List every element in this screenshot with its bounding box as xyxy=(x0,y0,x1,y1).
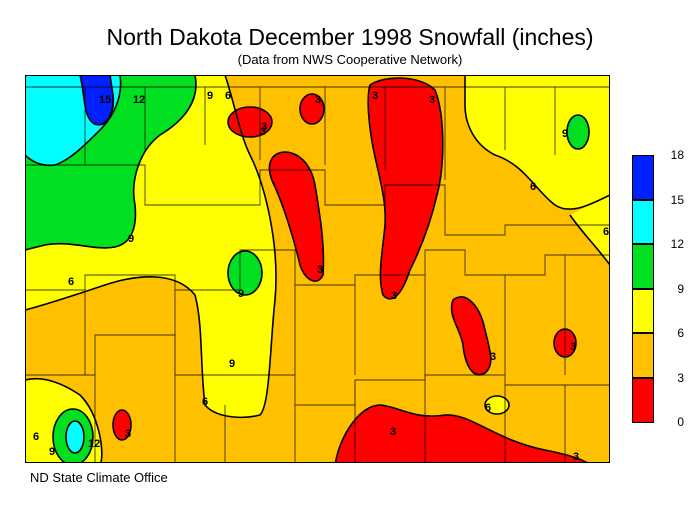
legend-tick-label: 3 xyxy=(677,371,684,385)
map-subtitle: (Data from NWS Cooperative Network) xyxy=(237,52,463,67)
contour-label: 12 xyxy=(88,438,100,450)
contour-lines xyxy=(25,75,610,463)
contour-label: 3 xyxy=(315,94,321,106)
legend-bin-9-12 xyxy=(632,244,654,289)
band-0-3-north-small xyxy=(299,93,325,125)
county-boundaries xyxy=(25,86,610,463)
band-0-3-southwest-small xyxy=(112,409,132,441)
contour-label: 6 xyxy=(485,402,491,414)
credit-text: ND State Climate Office xyxy=(30,470,168,485)
contour-label: 3 xyxy=(317,264,323,276)
band-6-9-northeast xyxy=(465,75,610,210)
color-legend: 18 15 12 9 6 3 0 xyxy=(632,148,684,429)
band-9-12-northeast xyxy=(566,114,590,150)
contour-label: 3 xyxy=(260,126,266,138)
contour-label: 6 xyxy=(33,431,39,443)
contour-label: 9 xyxy=(562,128,568,140)
contour-label: 6 xyxy=(530,181,536,193)
band-9-12-central xyxy=(227,250,263,296)
band-0-3-north-central xyxy=(227,106,273,138)
snowfall-map: 15 12 9 6 3 3 3 3 9 6 9 3 3 6 3 3 9 12 9… xyxy=(25,75,610,463)
band-6-9-east-strip xyxy=(570,195,610,265)
legend-bin-15-18 xyxy=(632,155,654,200)
band-0-3-diagonal-a xyxy=(268,151,325,282)
contour-label: 9 xyxy=(238,288,244,300)
contour-label: 9 xyxy=(49,446,55,458)
contour-labels: 15 12 9 6 3 3 3 3 9 6 9 3 3 6 3 3 9 12 9… xyxy=(33,90,609,463)
contour-label: 3 xyxy=(261,121,267,133)
contour-label: 6 xyxy=(225,90,231,102)
contour-label: 3 xyxy=(429,94,435,106)
contour-label: 9 xyxy=(207,90,213,102)
contour-label: 9 xyxy=(229,358,235,370)
legend-tick-label: 0 xyxy=(677,415,684,429)
contour-label: 12 xyxy=(133,94,145,106)
contour-label: 3 xyxy=(125,428,131,440)
band-0-3-east-central xyxy=(450,296,492,376)
contour-label: 3 xyxy=(391,290,397,302)
legend-bin-6-9 xyxy=(632,288,654,334)
legend-tick-label: 15 xyxy=(670,192,684,207)
legend-bin-3-6 xyxy=(632,333,654,378)
contour-label: 15 xyxy=(99,94,111,106)
band-0-3-tall-north xyxy=(367,77,444,300)
contour-label: 3 xyxy=(390,426,396,438)
contour-label: 6 xyxy=(603,226,609,238)
legend-tick-label: 18 xyxy=(670,148,684,162)
contour-label: 3 xyxy=(490,351,496,363)
band-0-3-south xyxy=(334,404,589,463)
legend-tick-label: 12 xyxy=(670,237,684,252)
contour-label: 6 xyxy=(202,396,208,408)
band-6-9-southeast-small xyxy=(484,395,510,415)
contour-label: 9 xyxy=(128,233,134,245)
legend-bin-0-3 xyxy=(632,378,654,423)
legend-tick-label: 6 xyxy=(677,326,684,341)
map-border xyxy=(25,75,610,463)
contour-label: 3 xyxy=(372,90,378,102)
contour-label: 6 xyxy=(68,276,74,288)
legend-tick-label: 9 xyxy=(677,281,684,296)
legend-bin-12-15 xyxy=(632,199,654,245)
contour-label: 3 xyxy=(573,451,579,463)
map-title: North Dakota December 1998 Snowfall (inc… xyxy=(106,24,594,50)
contour-label: 3 xyxy=(570,341,576,353)
band-12-15-southwest xyxy=(65,420,85,454)
